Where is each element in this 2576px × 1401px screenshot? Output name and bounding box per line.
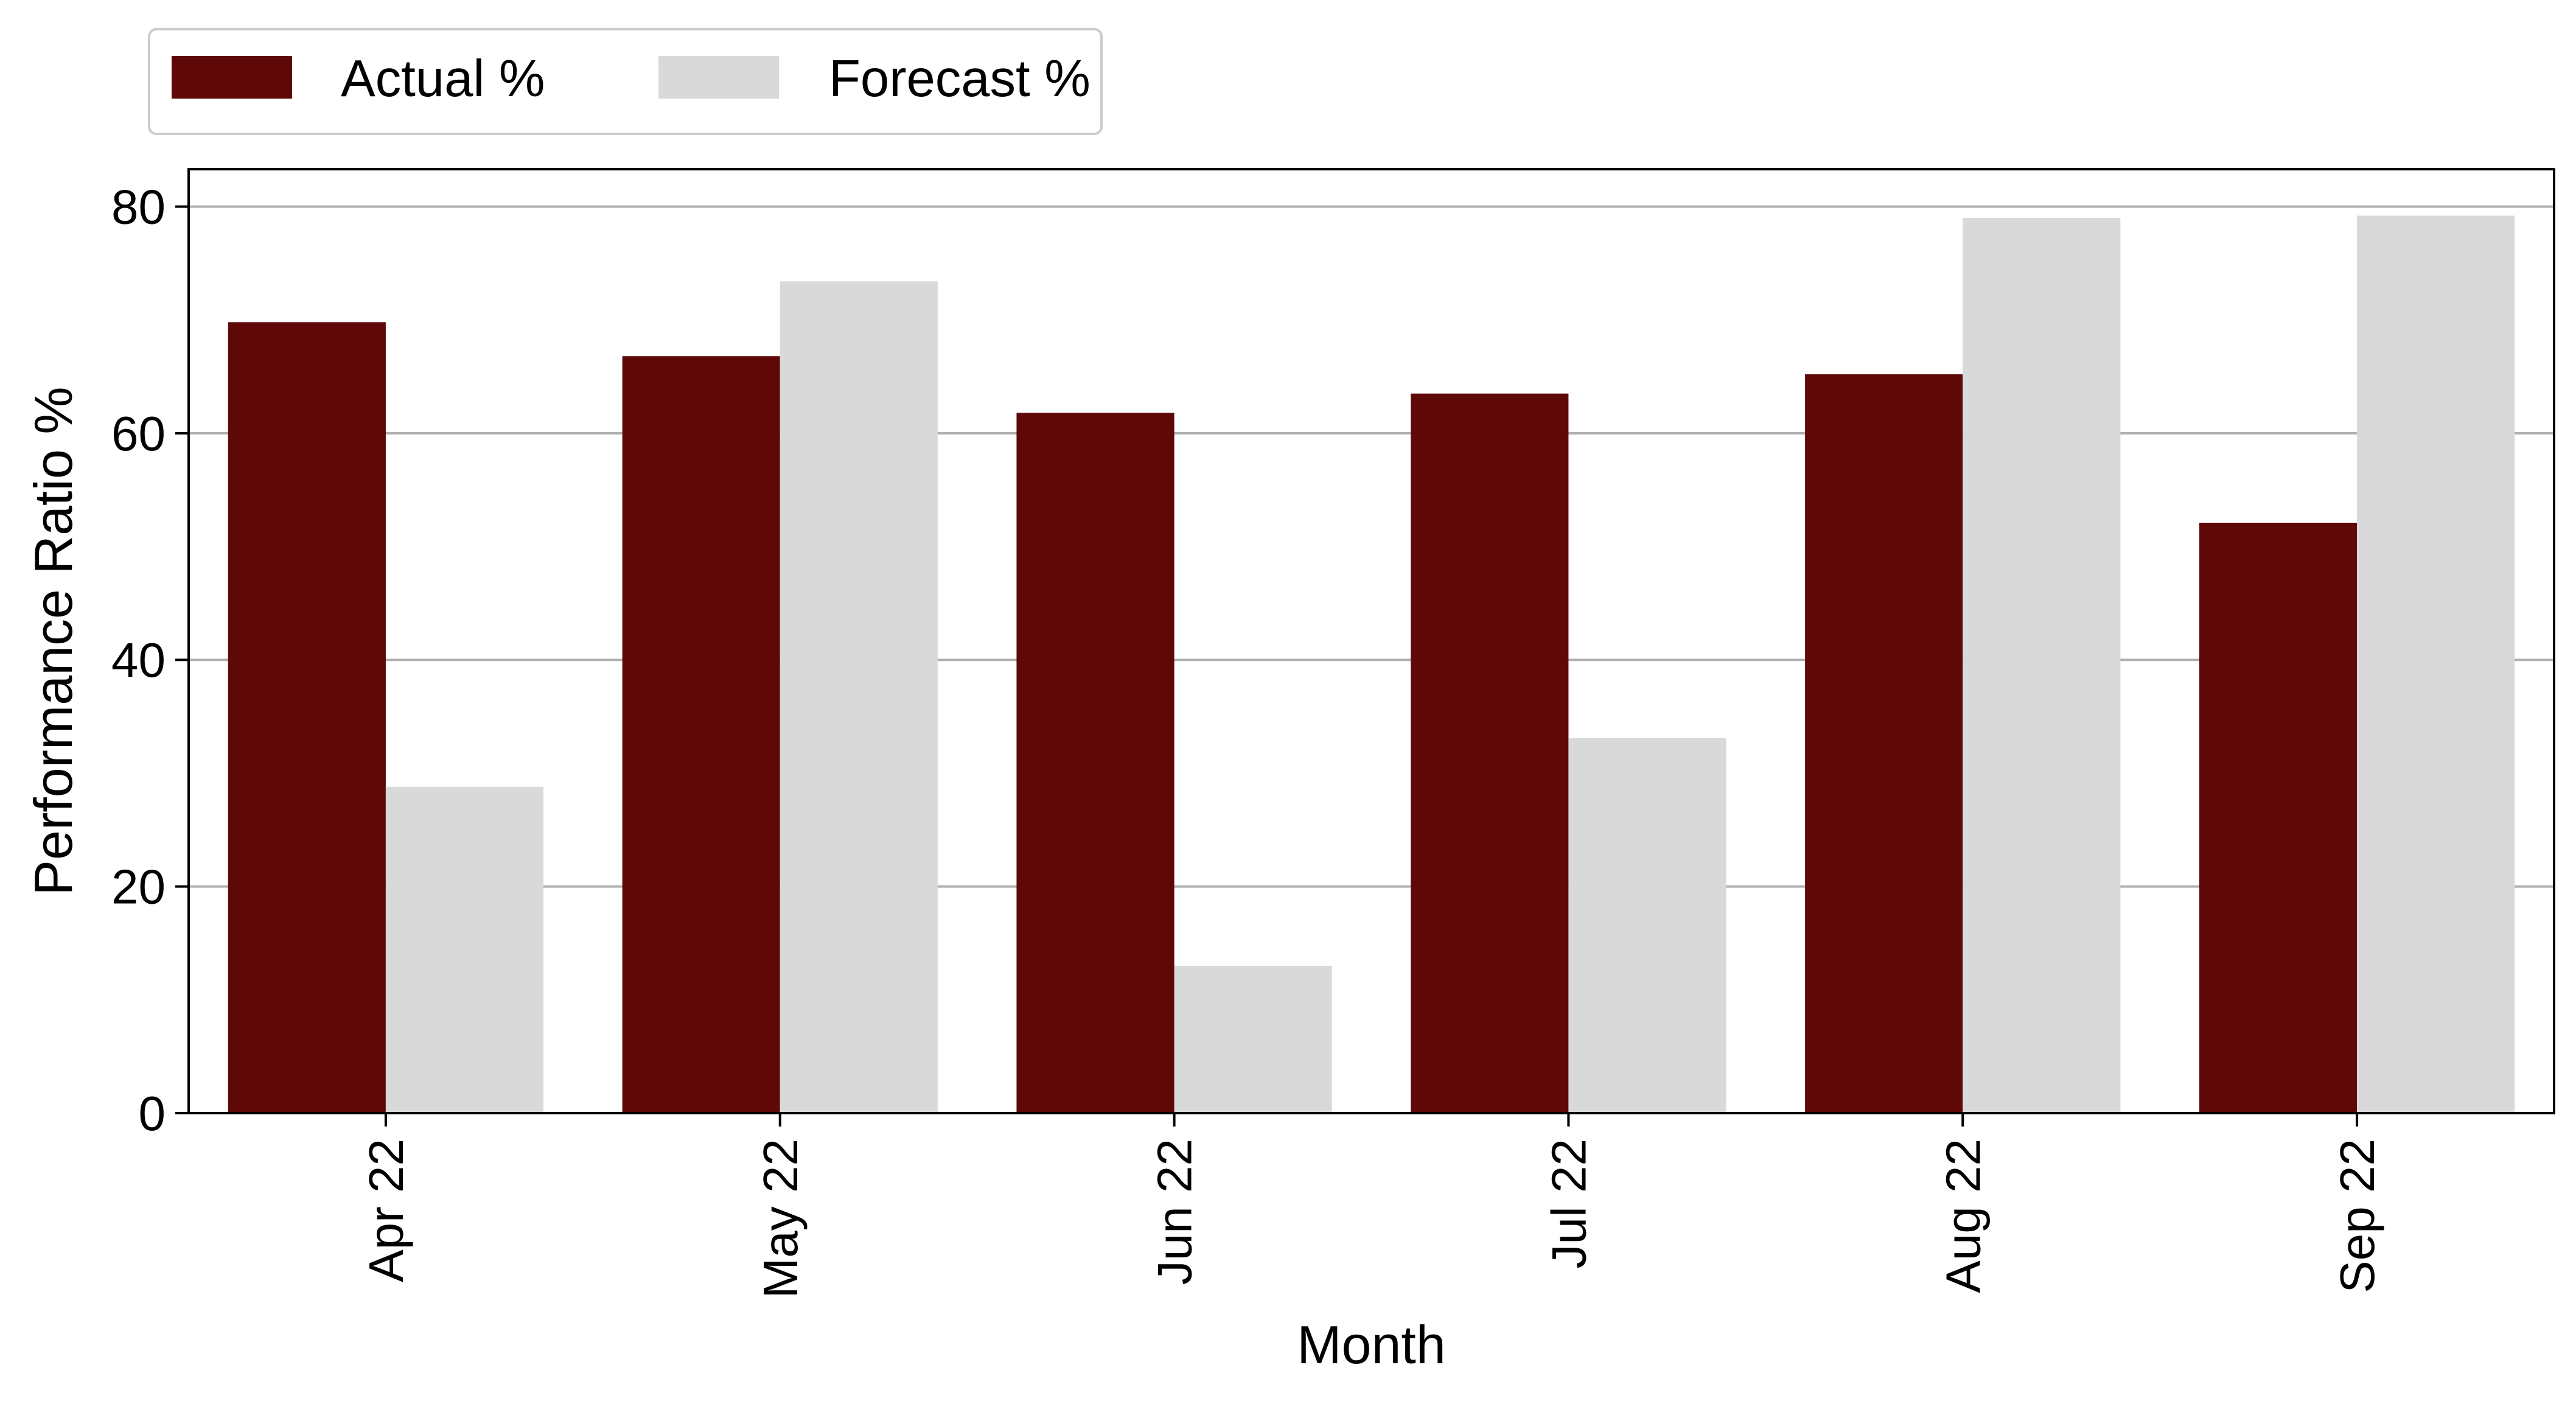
y-tick-label: 80 <box>111 180 166 234</box>
bar-actual <box>228 322 386 1113</box>
bar-forecast <box>2357 215 2515 1113</box>
bar-forecast <box>1568 738 1726 1113</box>
bar-actual <box>622 356 780 1113</box>
legend-swatch-forecast <box>658 56 779 99</box>
bar-actual <box>2199 522 2358 1113</box>
legend-label-forecast: Forecast % <box>829 50 1091 108</box>
y-tick-label: 60 <box>111 407 166 461</box>
plot-frame <box>187 168 2555 1114</box>
x-tick-label: Aug 22 <box>1936 1139 1990 1293</box>
x-tick-label: May 22 <box>753 1139 808 1298</box>
bar-actual <box>1411 393 1569 1113</box>
x-tick-label: Sep 22 <box>2330 1139 2384 1293</box>
legend-box <box>148 28 1103 135</box>
bars <box>228 215 2515 1114</box>
legend-swatch-actual <box>172 56 292 99</box>
y-tick-label: 40 <box>111 633 166 687</box>
x-axis-title: Month <box>1297 1315 1446 1375</box>
x-tick-label: Jun 22 <box>1148 1139 1202 1285</box>
x-axis-ticks: Apr 22 May 22 Jun 22 Jul 22 Aug 22 Sep 22 <box>359 1113 2384 1298</box>
y-tick-label: 20 <box>111 860 166 914</box>
x-tick-label: Jul 22 <box>1541 1139 1596 1268</box>
bar-forecast <box>1174 965 1332 1113</box>
legend: Actual % Forecast % <box>148 28 1103 135</box>
y-axis-title: Performance Ratio % <box>23 386 83 895</box>
legend-label-actual: Actual % <box>341 50 545 108</box>
y-axis-ticks: 0 20 40 60 80 <box>111 180 189 1141</box>
y-tick-label: 0 <box>139 1086 166 1141</box>
bar-actual <box>1016 413 1175 1113</box>
x-tick-label: Apr 22 <box>359 1139 413 1282</box>
bar-forecast <box>385 786 544 1113</box>
bar-forecast <box>780 281 938 1113</box>
bar-actual <box>1805 374 1963 1114</box>
bar-forecast <box>1963 218 2121 1114</box>
